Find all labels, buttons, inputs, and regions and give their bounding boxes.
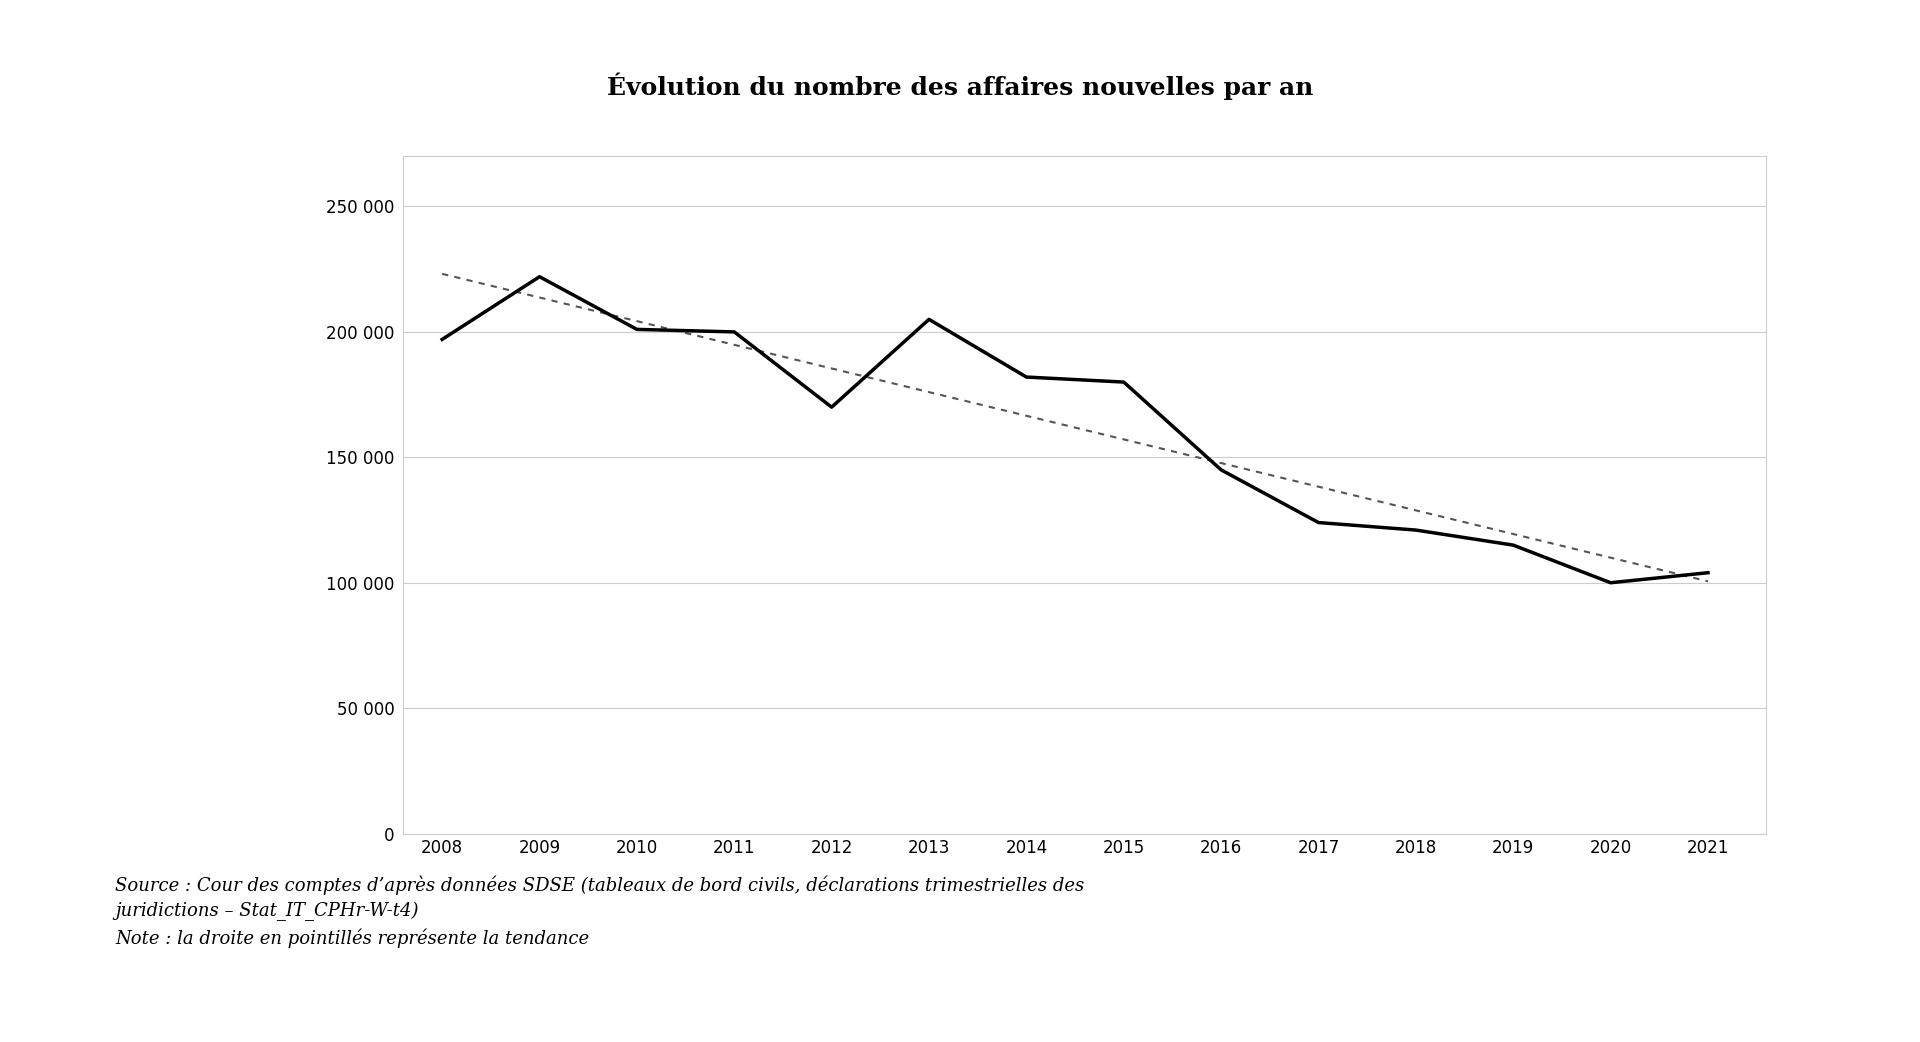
Text: Source : Cour des comptes d’après données SDSE (tableaux de bord civils, déclara: Source : Cour des comptes d’après donnée… — [115, 875, 1085, 948]
Text: Évolution du nombre des affaires nouvelles par an: Évolution du nombre des affaires nouvell… — [607, 73, 1313, 100]
